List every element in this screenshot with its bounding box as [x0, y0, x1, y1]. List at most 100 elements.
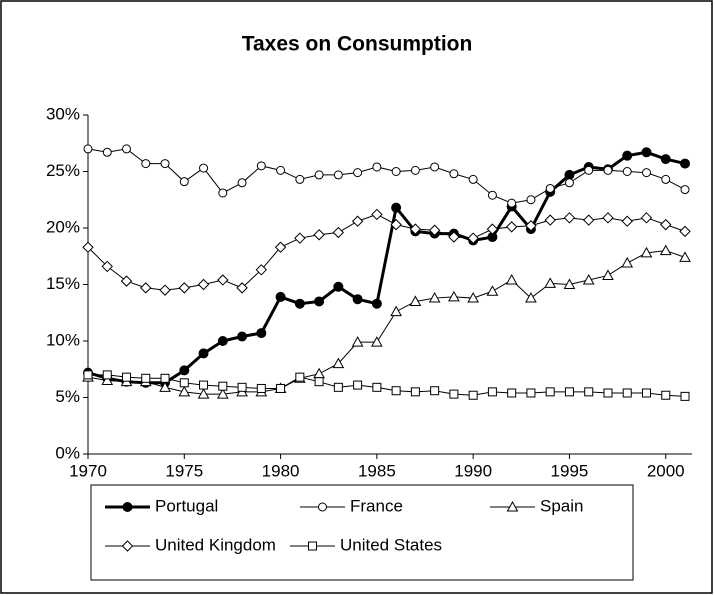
point — [505, 273, 518, 285]
point — [179, 177, 189, 187]
point — [371, 336, 383, 347]
point — [102, 370, 112, 380]
point — [448, 290, 460, 302]
point — [217, 336, 228, 346]
point — [563, 278, 576, 289]
point — [505, 221, 518, 233]
point — [660, 154, 671, 165]
point — [563, 212, 576, 224]
point — [391, 167, 401, 176]
point — [159, 381, 171, 392]
point — [409, 223, 422, 235]
point — [294, 298, 305, 309]
point — [468, 174, 478, 184]
x-tick-label: 2000 — [647, 461, 685, 480]
point — [236, 282, 248, 294]
x-tick-label: 1985 — [358, 461, 396, 480]
point — [218, 381, 228, 391]
point — [449, 389, 459, 399]
legend-marker — [318, 502, 327, 512]
point — [199, 380, 209, 390]
point — [371, 208, 383, 221]
point — [525, 292, 537, 303]
x-tick-label: 1975 — [165, 461, 203, 480]
point — [314, 377, 324, 387]
x-tick-label: 1970 — [69, 461, 107, 480]
point — [564, 169, 575, 180]
point — [486, 223, 499, 235]
legend-label: France — [350, 496, 403, 515]
point — [353, 380, 363, 390]
point — [390, 218, 402, 231]
legend-label: United States — [340, 535, 442, 554]
point — [428, 292, 441, 303]
y-tick-label: 20% — [46, 217, 80, 236]
point — [160, 373, 170, 383]
point — [216, 388, 229, 399]
point — [602, 269, 614, 280]
point — [602, 212, 614, 224]
legend-marker — [308, 541, 317, 551]
x-tick-label: 1995 — [551, 461, 589, 480]
point — [641, 388, 651, 398]
point — [507, 388, 517, 398]
legend-marker — [121, 540, 134, 552]
point — [352, 294, 363, 305]
point — [680, 158, 690, 169]
y-tick-label: 10% — [46, 330, 80, 349]
point — [179, 378, 189, 388]
point — [507, 198, 517, 208]
point — [217, 274, 229, 286]
point — [680, 391, 690, 401]
point — [199, 163, 209, 173]
point — [295, 174, 305, 184]
point — [120, 275, 133, 287]
point — [332, 357, 345, 369]
x-tick-label: 1980 — [262, 461, 300, 480]
point — [276, 383, 286, 393]
point — [197, 278, 210, 291]
point — [178, 282, 190, 294]
point — [333, 382, 343, 392]
point — [353, 168, 363, 178]
point — [584, 165, 594, 175]
point — [274, 241, 287, 253]
point — [314, 296, 325, 307]
point — [661, 174, 671, 184]
point — [486, 285, 499, 296]
point — [449, 169, 459, 179]
point — [679, 225, 691, 238]
point — [351, 336, 364, 347]
x-tick-label: 1990 — [454, 461, 492, 480]
point — [83, 370, 93, 380]
point — [621, 215, 633, 227]
point — [468, 390, 478, 400]
point — [584, 387, 594, 397]
legend-label: United Kingdom — [155, 535, 276, 554]
point — [102, 147, 112, 157]
legend-marker — [122, 502, 133, 512]
point — [621, 257, 634, 268]
point — [525, 220, 537, 232]
point — [256, 383, 266, 393]
point — [641, 147, 652, 158]
point — [545, 387, 555, 397]
point — [372, 382, 382, 392]
point — [255, 264, 268, 276]
point — [467, 232, 479, 244]
point — [526, 195, 536, 205]
y-tick-label: 25% — [46, 161, 80, 180]
point — [430, 162, 440, 172]
point — [198, 348, 209, 359]
point — [295, 372, 305, 382]
point — [391, 386, 401, 396]
point — [659, 244, 672, 256]
point — [294, 232, 306, 244]
point — [101, 260, 113, 273]
point — [159, 284, 171, 296]
point — [276, 165, 286, 175]
point — [679, 251, 691, 262]
point — [82, 241, 94, 253]
point — [564, 178, 574, 188]
point — [237, 382, 247, 392]
